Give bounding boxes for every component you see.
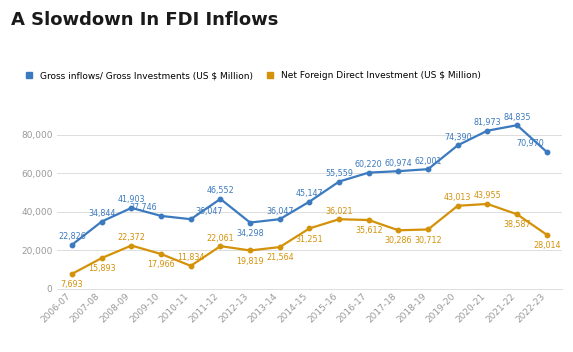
- Text: 22,372: 22,372: [117, 233, 146, 242]
- Text: 34,298: 34,298: [236, 229, 264, 238]
- Text: 84,835: 84,835: [503, 113, 531, 122]
- Text: 35,612: 35,612: [355, 226, 383, 235]
- Text: 30,712: 30,712: [414, 235, 442, 245]
- Text: 70,970: 70,970: [516, 139, 544, 149]
- Text: 30,286: 30,286: [384, 237, 412, 245]
- Text: 45,147: 45,147: [296, 189, 323, 198]
- Text: 31,251: 31,251: [296, 234, 323, 244]
- Text: 36,047: 36,047: [266, 207, 293, 216]
- Text: 43,955: 43,955: [473, 191, 501, 201]
- Text: 34,844: 34,844: [88, 209, 116, 218]
- Text: 19,819: 19,819: [236, 257, 264, 266]
- Legend: Gross inflows/ Gross Investments (US $ Million), Net Foreign Direct Investment (: Gross inflows/ Gross Investments (US $ M…: [16, 68, 485, 84]
- Text: 36,021: 36,021: [325, 207, 353, 216]
- Text: 74,390: 74,390: [444, 133, 472, 142]
- Text: 81,973: 81,973: [473, 118, 501, 127]
- Text: 55,559: 55,559: [325, 169, 353, 178]
- Text: 60,220: 60,220: [355, 160, 383, 169]
- Text: 22,826: 22,826: [58, 232, 86, 241]
- Text: 37,746: 37,746: [129, 203, 156, 213]
- Text: 38,587: 38,587: [503, 220, 531, 230]
- Text: 17,966: 17,966: [147, 260, 175, 269]
- Text: 15,893: 15,893: [88, 264, 116, 273]
- Text: 22,061: 22,061: [207, 234, 234, 243]
- Text: 11,834: 11,834: [177, 253, 205, 262]
- Text: 43,013: 43,013: [444, 193, 472, 202]
- Text: 7,693: 7,693: [61, 280, 84, 289]
- Text: A Slowdown In FDI Inflows: A Slowdown In FDI Inflows: [11, 11, 279, 29]
- Text: 41,903: 41,903: [117, 195, 145, 205]
- Text: 60,974: 60,974: [384, 159, 412, 168]
- Text: 36,047: 36,047: [195, 207, 223, 216]
- Text: 46,552: 46,552: [206, 187, 234, 195]
- Text: 28,014: 28,014: [533, 241, 560, 250]
- Text: 62,001: 62,001: [414, 157, 442, 166]
- Text: 21,564: 21,564: [266, 253, 293, 262]
